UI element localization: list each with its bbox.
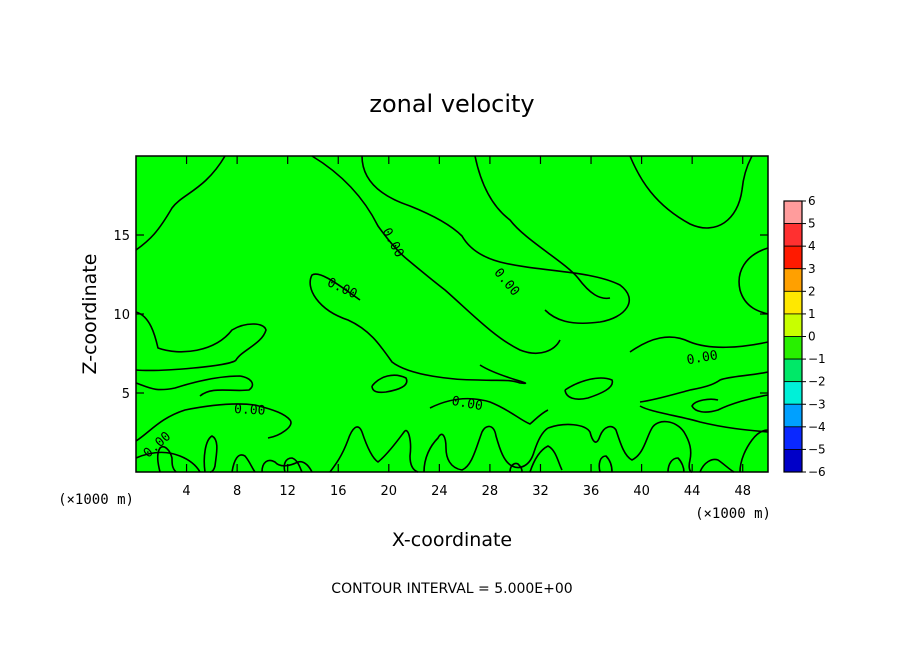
contour-line [509, 462, 523, 473]
contour-line [547, 420, 693, 473]
colorbar-cell [783, 245, 803, 270]
contour-line [203, 435, 218, 473]
colorbar-label: 6 [808, 194, 816, 208]
x-axis-label: X-coordinate [392, 529, 512, 551]
colorbar-label: 3 [808, 262, 816, 276]
contour-line [739, 429, 769, 473]
colorbar: 6 5 4 3 2 1 0 −1 −2 −3 −4 −5 −6 [783, 194, 826, 479]
chart-title: zonal velocity [369, 90, 534, 118]
colorbar-label: −3 [808, 397, 826, 411]
y-tick-label: 15 [113, 229, 130, 244]
contour-line [231, 454, 256, 473]
colorbar-cell [783, 313, 803, 337]
contour-line [699, 458, 735, 473]
colorbar-label: 2 [808, 284, 816, 298]
contour-line [311, 155, 561, 355]
x-tick-label: 8 [233, 484, 241, 499]
colorbar-cell [783, 403, 803, 428]
contour-line [135, 155, 226, 251]
contour-line [629, 155, 753, 229]
contour-line [261, 459, 313, 473]
y-axis-label: Z-coordinate [79, 254, 101, 375]
contour-label: 0.00 [686, 348, 719, 368]
colorbar-label: −6 [808, 465, 826, 479]
x-ticks: 4 8 12 16 20 24 28 32 36 40 44 48 [182, 156, 751, 499]
contour-line [639, 405, 769, 433]
colorbar-cell [783, 381, 803, 405]
x-tick-label: 20 [381, 484, 398, 499]
contour-line [598, 455, 613, 473]
colorbar-label: 1 [808, 307, 816, 321]
contour-line [135, 451, 201, 473]
colorbar-cell [783, 268, 803, 292]
contour-labels: 0.000.00 0.000.000.00 0.000.00 [141, 226, 719, 462]
colorbar-cell [783, 290, 803, 315]
colorbar-label: −4 [808, 420, 826, 434]
colorbar-label: −1 [808, 352, 826, 366]
contour-line [135, 311, 267, 372]
x-tick-label: 48 [734, 484, 751, 499]
velocity-field [136, 156, 768, 472]
contour-line [371, 374, 408, 394]
colorbar-cell [783, 426, 803, 450]
contour-line [691, 394, 769, 413]
contour-line [429, 397, 549, 425]
contour-interval-note: CONTOUR INTERVAL = 5.000E+00 [331, 581, 572, 597]
x-tick-label: 44 [684, 484, 701, 499]
x-tick-label: 24 [431, 484, 448, 499]
contour-line [639, 371, 769, 403]
contour-line [738, 247, 769, 315]
contour-line [629, 336, 769, 353]
contour-line [474, 155, 611, 300]
x-unit-label: (×1000 m) [58, 492, 134, 508]
contour-line [667, 457, 685, 473]
colorbar-cell [783, 336, 803, 360]
x-tick-label: 28 [482, 484, 499, 499]
contour-line [529, 445, 563, 473]
contour-line [283, 457, 303, 473]
x-tick-label: 32 [532, 484, 549, 499]
x-tick-label: 12 [279, 484, 296, 499]
contour-label: 0.00 [234, 402, 266, 419]
x-tick-label: 40 [633, 484, 650, 499]
contour-line [564, 377, 614, 400]
colorbar-cell [783, 223, 803, 247]
contour-line [423, 425, 549, 473]
contour-line [329, 426, 419, 473]
colorbar-label: −2 [808, 375, 826, 389]
colorbar-label: −5 [808, 442, 826, 456]
contour-line [135, 375, 254, 397]
y-tick-label: 10 [113, 308, 130, 323]
x-tick-label: 4 [182, 484, 190, 499]
colorbar-label: 4 [808, 239, 816, 253]
x-tick-label: 16 [330, 484, 347, 499]
contour-line [361, 155, 631, 325]
colorbar-cell [783, 358, 803, 383]
colorbar-label: 5 [808, 217, 816, 231]
colorbar-cell [783, 449, 803, 473]
x-tick-label: 36 [583, 484, 600, 499]
contour-label: 0.00 [450, 394, 483, 414]
contour-lines [135, 155, 769, 473]
contour-line [156, 445, 177, 473]
y-ticks: 5 10 15 [113, 229, 768, 402]
z-unit-label: (×1000 m) [695, 506, 771, 522]
contour-line [309, 273, 527, 385]
y-tick-label: 5 [122, 387, 130, 402]
colorbar-cell [783, 200, 803, 224]
colorbar-label: 0 [808, 330, 816, 344]
contour-line [135, 403, 292, 442]
